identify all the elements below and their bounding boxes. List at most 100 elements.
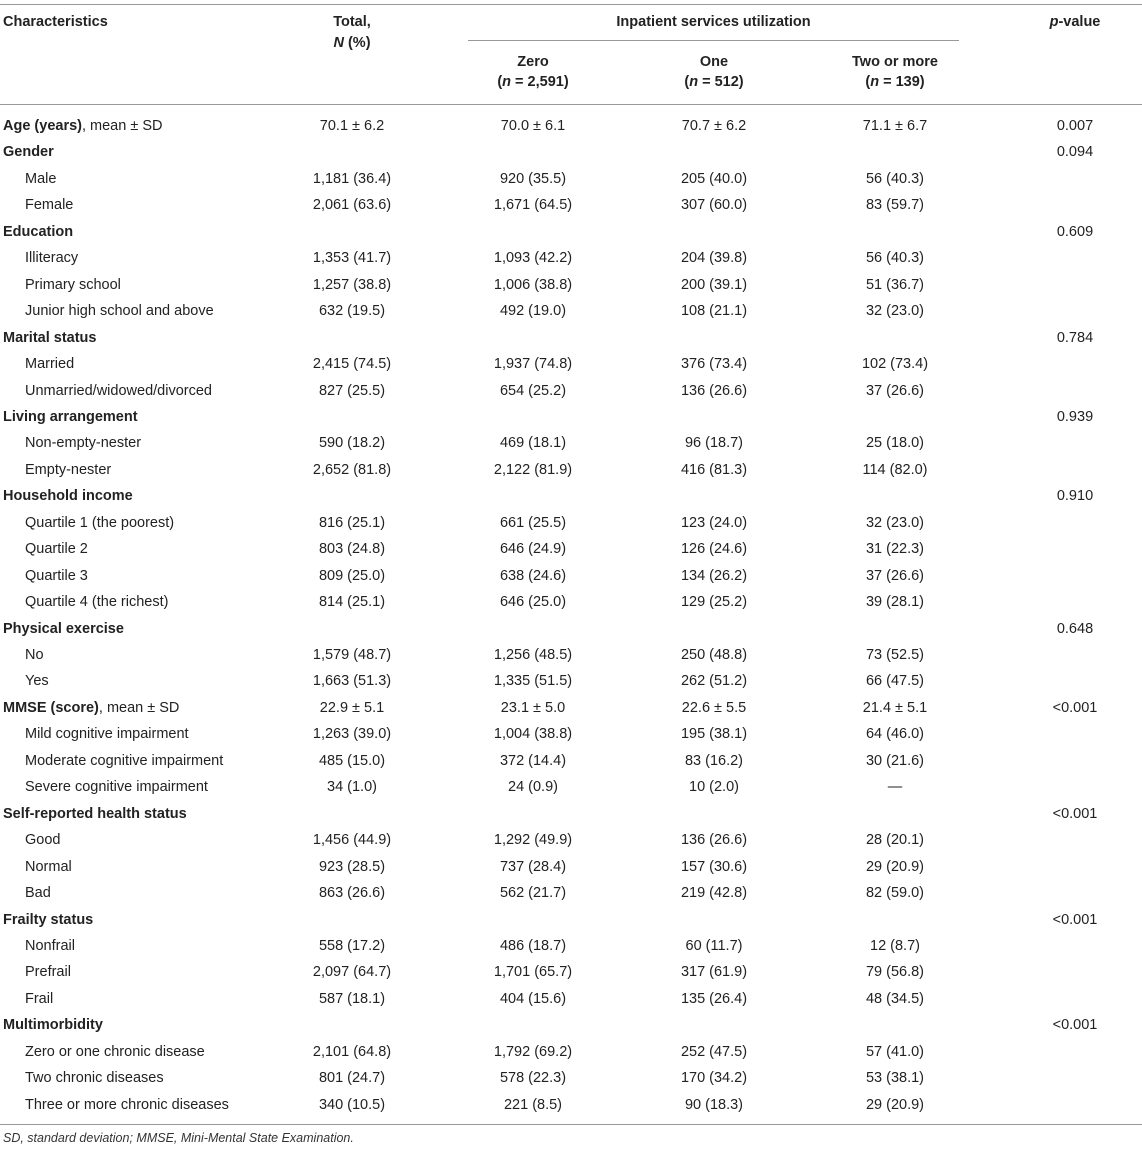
cell-zero: 1,792 (69.2) [493,1044,573,1060]
cell-zero: 1,335 (51.5) [493,673,573,689]
header-total-line1: Total, [333,14,371,30]
cell-two: 31 (22.3) [865,541,925,557]
section-heading: Age (years) [3,118,82,134]
cell-total: 803 (24.8) [318,541,386,557]
cell-total: 587 (18.1) [318,991,386,1007]
section-heading: Self-reported health status [3,806,187,822]
cell-total: 70.1 ± 6.2 [319,118,385,134]
cell-pvalue: 0.648 [1056,621,1094,637]
row-label: Zero or one chronic disease [25,1044,205,1060]
cell-two: 79 (56.8) [865,964,925,980]
header-pvalue: p-value [1010,13,1140,31]
cell-zero: 372 (14.4) [499,753,567,769]
cell-total: 816 (25.1) [318,515,386,531]
row-label: Age (years), mean ± SD [3,117,162,135]
group-rule [468,40,959,41]
cell-one: 307 (60.0) [680,197,748,213]
cell-total: 814 (25.1) [318,594,386,610]
cell-total: 2,101 (64.8) [312,1044,392,1060]
row-label: Frail [25,991,54,1007]
cell-two: 21.4 ± 5.1 [862,700,928,716]
cell-pvalue: 0.910 [1056,488,1094,504]
cell-total: 801 (24.7) [318,1070,386,1086]
section-heading: Frailty status [3,912,94,928]
cell-total: 863 (26.6) [318,885,386,901]
cell-one: 123 (24.0) [680,515,748,531]
cell-total: 1,456 (44.9) [312,832,392,848]
cell-two: 73 (52.5) [865,647,925,663]
cell-total: 827 (25.5) [318,383,386,399]
row-label: Marital status [3,329,96,347]
cell-zero: 221 (8.5) [503,1097,563,1113]
row-label: Non-empty-nester [25,435,142,451]
cell-one: 200 (39.1) [680,277,748,293]
cell-one: 22.6 ± 5.5 [681,700,747,716]
row-label: No [25,647,44,663]
cell-total: 34 (1.0) [327,779,377,795]
cell-two: 37 (26.6) [865,383,925,399]
cell-one: 416 (81.3) [680,462,748,478]
cell-zero: 70.0 ± 6.1 [500,118,566,134]
cell-total: 590 (18.2) [318,435,386,451]
row-label: Living arrangement [3,408,138,426]
cell-one: 317 (61.9) [680,964,748,980]
section-heading: Education [3,224,74,240]
bottom-rule [0,1124,1142,1125]
cell-two: 29 (20.9) [865,1097,925,1113]
row-label: Female [25,197,74,213]
cell-two: 64 (46.0) [865,726,925,742]
cell-total: 22.9 ± 5.1 [319,700,385,716]
row-label: Education [3,223,73,241]
cell-one: 204 (39.8) [680,250,748,266]
row-label: Household income [3,487,133,505]
row-label: Frailty status [3,911,93,929]
cell-two: 39 (28.1) [865,594,925,610]
row-label: Junior high school and above [25,303,214,319]
header-one: One [699,54,729,70]
cell-two: 82 (59.0) [865,885,925,901]
cell-total: 632 (19.5) [318,303,386,319]
row-label: Quartile 3 [25,568,88,584]
cell-one: 205 (40.0) [680,171,748,187]
cell-zero: 1,006 (38.8) [493,277,573,293]
cell-zero: 562 (21.7) [499,885,567,901]
cell-pvalue: <0.001 [1052,912,1098,928]
cell-total: 1,181 (36.4) [312,171,392,187]
cell-one: 157 (30.6) [680,859,748,875]
row-label: Quartile 2 [25,541,88,557]
section-heading: Physical exercise [3,621,124,637]
cell-two: 57 (41.0) [865,1044,925,1060]
cell-pvalue: <0.001 [1052,1017,1098,1033]
row-label: MMSE (score), mean ± SD [3,699,179,717]
cell-total: 1,579 (48.7) [312,647,392,663]
cell-total: 1,257 (38.8) [312,277,392,293]
cell-total: 485 (15.0) [318,753,386,769]
cell-zero: 1,256 (48.5) [493,647,573,663]
cell-two: 102 (73.4) [861,356,929,372]
header-value: -value [1058,14,1101,30]
row-label: Two chronic diseases [25,1070,164,1086]
row-label: Nonfrail [25,938,75,954]
cell-total: 2,652 (81.8) [312,462,392,478]
cell-two: 51 (36.7) [865,277,925,293]
cell-zero: 404 (15.6) [499,991,567,1007]
section-heading: Gender [3,144,54,160]
header-two-n: (n = 139) [865,74,925,90]
cell-one: 10 (2.0) [689,779,739,795]
row-label: Quartile 1 (the poorest) [25,515,175,531]
cell-zero: 492 (19.0) [499,303,567,319]
row-label: Physical exercise [3,620,124,638]
cell-two: 28 (20.1) [865,832,925,848]
row-label: Mild cognitive impairment [25,726,189,742]
cell-one: 83 (16.2) [684,753,744,769]
cell-zero: 578 (22.3) [499,1070,567,1086]
cell-total: 340 (10.5) [318,1097,386,1113]
cell-one: 252 (47.5) [680,1044,748,1060]
cell-two: 25 (18.0) [865,435,925,451]
header-zero-n: (n = 2,591) [497,74,569,90]
top-rule [0,4,1142,5]
cell-two: 30 (21.6) [865,753,925,769]
cell-two: 114 (82.0) [862,462,928,478]
cell-pvalue: 0.784 [1056,330,1094,346]
cell-one: 219 (42.8) [680,885,748,901]
